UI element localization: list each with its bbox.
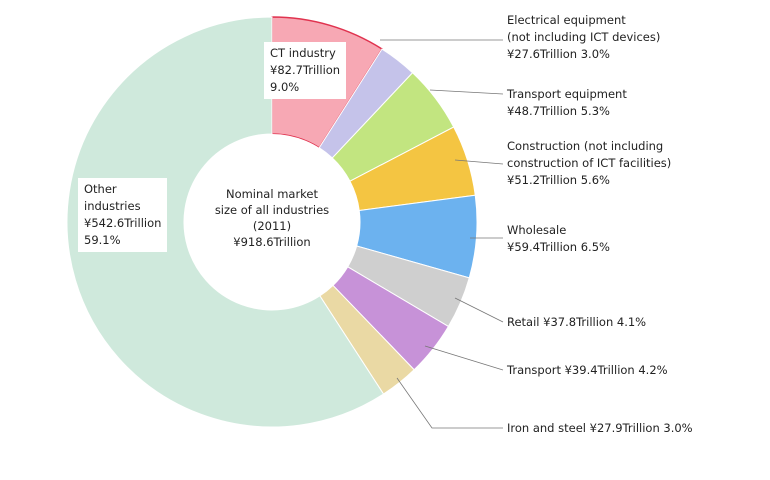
label-construction-line-3: ¥51.2Trillion 5.6%	[507, 173, 610, 187]
label-other-industries-line-1: Other	[84, 182, 117, 196]
label-transport-equipment-line-1: Transport equipment	[507, 87, 627, 101]
label-transport-equipment: Transport equipment ¥48.7Trillion 5.3%	[507, 86, 627, 120]
center-label-line-1: Nominal market	[225, 187, 319, 201]
label-other-industries-line-3: ¥542.6Trillion	[84, 216, 162, 230]
label-wholesale-line-1: Wholesale	[507, 223, 567, 237]
leader-line-transport-equipment	[429, 89, 504, 95]
label-construction: Construction (not including construction…	[507, 138, 671, 189]
leader-line-transport	[424, 345, 504, 371]
label-electrical-equipment-line-3: ¥27.6Trillion 3.0%	[507, 47, 610, 61]
label-ct-industry-line-3: 9.0%	[270, 80, 300, 94]
leader-line-construction	[454, 159, 504, 165]
center-label: Nominal market size of all industries (2…	[202, 186, 342, 250]
donut-hole	[184, 134, 360, 310]
leader-line-iron-and-steel	[396, 377, 503, 429]
label-iron-and-steel-line-1: Iron and steel ¥27.9Trillion 3.0%	[507, 421, 693, 435]
label-wholesale: Wholesale ¥59.4Trillion 6.5%	[507, 222, 610, 256]
label-retail: Retail ¥37.8Trillion 4.1%	[507, 314, 646, 331]
label-construction-line-1: Construction (not including	[507, 139, 664, 153]
label-electrical-equipment-line-2: (not including ICT devices)	[507, 30, 661, 44]
label-transport: Transport ¥39.4Trillion 4.2%	[507, 362, 668, 379]
leader-line-retail	[454, 297, 504, 323]
label-transport-line-1: Transport ¥39.4Trillion 4.2%	[507, 363, 668, 377]
label-transport-equipment-line-2: ¥48.7Trillion 5.3%	[507, 104, 610, 118]
label-other-industries: Other industries ¥542.6Trillion 59.1%	[78, 178, 168, 252]
label-wholesale-line-2: ¥59.4Trillion 6.5%	[507, 240, 610, 254]
label-other-industries-line-2: industries	[84, 199, 141, 213]
center-label-line-3: (2011)	[252, 219, 292, 233]
label-other-industries-line-4: 59.1%	[84, 233, 121, 247]
label-ct-industry: CT industry ¥82.7Trillion 9.0%	[264, 42, 347, 99]
label-ct-industry-line-2: ¥82.7Trillion	[270, 63, 341, 77]
label-construction-line-2: construction of ICT facilities)	[507, 156, 672, 170]
label-electrical-equipment-line-1: Electrical equipment	[507, 13, 626, 27]
center-label-line-2: size of all industries	[214, 203, 330, 217]
label-retail-line-1: Retail ¥37.8Trillion 4.1%	[507, 315, 647, 329]
center-label-line-4: ¥918.6Trillion	[233, 235, 311, 249]
label-iron-and-steel: Iron and steel ¥27.9Trillion 3.0%	[507, 420, 693, 437]
label-ct-industry-line-1: CT industry	[270, 46, 336, 60]
label-electrical-equipment: Electrical equipment (not including ICT …	[507, 12, 660, 63]
